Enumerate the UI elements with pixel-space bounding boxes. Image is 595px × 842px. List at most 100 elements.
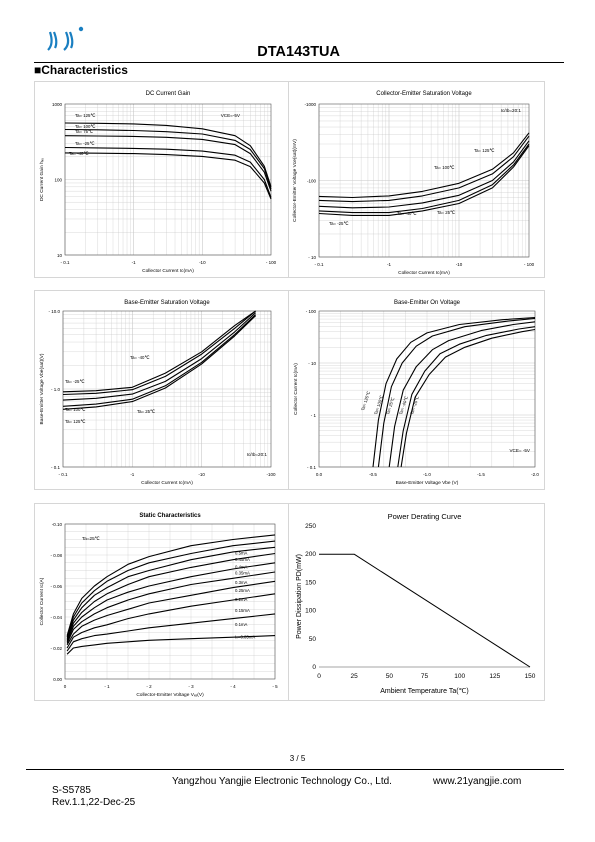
- x-tick-label: -2.0: [531, 472, 539, 477]
- x-tick-label: -100: [266, 472, 276, 477]
- series-line: [318, 145, 530, 216]
- y-axis-label: DC Current Gain hₓₑ: [39, 158, 45, 201]
- page-number: 3 / 5: [289, 754, 306, 763]
- series-line: [372, 316, 536, 468]
- y-axis-label: Collector-Emitter Voltage Vce(sat)(mV): [292, 139, 298, 222]
- series-label: 0.15mA: [235, 608, 250, 613]
- y-tick-label: - 0.02: [50, 646, 62, 651]
- series-line: [388, 321, 536, 468]
- series-line: [318, 132, 530, 199]
- y-tick-label: 1000: [52, 102, 63, 107]
- series-label: Ta= 100℃: [434, 165, 454, 170]
- y-tick-label: 100: [54, 178, 62, 183]
- y-tick-label: - 100: [306, 309, 317, 314]
- x-tick-label: 75: [421, 673, 429, 680]
- series-label: Ta= 125℃: [75, 113, 95, 118]
- doc-id: S-S5785: [52, 785, 91, 796]
- x-tick-label: 125: [489, 673, 500, 680]
- x-tick-label: -0.5: [369, 472, 377, 477]
- chart-annotation: VCE= -5V: [509, 448, 530, 453]
- series-line: [318, 143, 530, 214]
- chart-vce-sat-svg: Collector-Emitter Saturation Voltage - 0.…: [292, 91, 535, 276]
- footer-divider: [26, 769, 564, 770]
- y-axis-label: Base-Emitter Voltage Vbe(sat)(V): [39, 353, 45, 424]
- x-tick-label: -1: [130, 472, 134, 477]
- x-tick-label: 100: [454, 673, 465, 680]
- series-label: 0.45mA: [235, 557, 250, 562]
- chart-dc-gain: DC Current Gain - 0.1 -1 -10 - 100 1000 100 10 C…: [34, 81, 289, 278]
- part-number: DTA143TUA: [257, 44, 340, 60]
- x-tick-label: -1: [132, 260, 136, 265]
- series-label: Ta= 100℃: [75, 124, 95, 129]
- company-logo: [47, 26, 84, 51]
- series-line: [400, 328, 536, 468]
- series-line: [66, 613, 276, 652]
- series-line: [66, 534, 276, 636]
- x-tick-label: 50: [386, 673, 394, 680]
- series-label: Ta= -40℃: [130, 355, 149, 360]
- series-label: 0.4mA: [235, 565, 248, 570]
- series-label: Ta= 100℃: [373, 394, 384, 415]
- chart-annotation: Ic/Ib=20:1: [247, 452, 268, 457]
- y-tick-label: - 1: [311, 413, 317, 418]
- series-label: Iₕ=0.05mA: [235, 634, 255, 639]
- y-tick-label: 10: [57, 253, 63, 258]
- x-tick-label: -1: [387, 262, 391, 267]
- y-tick-label: - 0.1: [307, 465, 317, 470]
- series-line: [64, 152, 272, 200]
- series-label: Ta= 100℃: [65, 407, 85, 412]
- chart-vbe-sat-svg: Base-Emitter Saturation Voltage - 0.1 -1 -1…: [39, 300, 276, 486]
- series-label: Ta= -25℃: [65, 379, 84, 384]
- x-tick-label: -1.5: [477, 472, 485, 477]
- x-tick-label: - 100: [266, 260, 277, 265]
- plot-frame: [62, 310, 272, 468]
- chart-title: Base-Emitter Saturation Voltage: [124, 300, 210, 306]
- chart-title: Base-Emitter On Voltage: [394, 300, 461, 306]
- series-line: [64, 122, 272, 187]
- x-tick-label: - 100: [524, 262, 535, 267]
- y-tick-label: 100: [305, 608, 316, 615]
- series-line: [319, 553, 531, 668]
- chart-title: DC Current Gain: [146, 91, 191, 97]
- series-line: [397, 326, 536, 468]
- series-label: 0.1mA: [235, 622, 248, 627]
- header-divider: [34, 62, 564, 63]
- x-axis-label: Collector Current Ic(mA): [398, 270, 450, 276]
- chart-vbe-sat: Base-Emitter Saturation Voltage - 0.1 -1 -1…: [34, 290, 289, 490]
- y-tick-label: -100: [307, 179, 317, 184]
- revision: Rev.1.1,22-Dec-25: [52, 797, 136, 808]
- x-axis-label: Base-Emitter Voltage Vbe (V): [396, 480, 459, 486]
- series-line: [66, 546, 276, 639]
- plot-frame: [318, 103, 530, 258]
- y-tick-label: 250: [305, 523, 316, 530]
- chart-title: Collector-Emitter Saturation Voltage: [376, 91, 472, 97]
- series-line: [66, 580, 276, 646]
- y-axis-label: Power Dissipation PD(mW): [296, 554, 303, 639]
- x-tick-label: -10: [199, 260, 206, 265]
- series-line: [64, 135, 272, 192]
- series-label: 0.3mA: [235, 580, 248, 585]
- series-label: Ta= 125℃: [474, 148, 494, 153]
- chart-vbe-on: Base-Emitter On Voltage 0.0 -0.5 -1.0 -1.5 -2…: [288, 290, 545, 490]
- series-line: [62, 315, 256, 410]
- series-line: [62, 310, 256, 393]
- y-tick-label: 50: [309, 636, 317, 643]
- chart-annotation: VCE=-5V: [221, 113, 241, 118]
- x-tick-label: - 3: [188, 684, 194, 689]
- x-tick-label: - 0.1: [58, 472, 68, 477]
- chart-title: Static Characteristics: [139, 513, 201, 519]
- y-tick-label: 0: [312, 664, 316, 671]
- chart-vbe-on-svg: Base-Emitter On Voltage 0.0 -0.5 -1.0 -1.5 -2…: [293, 300, 539, 486]
- series-label: 0.35mA: [235, 571, 250, 576]
- series-line: [66, 635, 276, 655]
- y-axis-label: Collector Current Ic(A): [39, 577, 45, 625]
- series-line: [318, 140, 530, 209]
- series-label: Ta= -40℃: [398, 395, 409, 415]
- series-label: Ta= 125℃: [360, 390, 371, 411]
- series-line: [64, 128, 272, 190]
- y-tick-label: - 1.0: [51, 387, 61, 392]
- chart-title: Power Derating Curve: [388, 512, 462, 521]
- series-label: Ta= 25℃: [385, 397, 395, 416]
- chart-power-svg: Power Derating Curve 0 25 50 75 100 125 150 250 2…: [296, 512, 536, 695]
- x-axis-label: Ambient Temperature Ta(℃): [380, 688, 469, 695]
